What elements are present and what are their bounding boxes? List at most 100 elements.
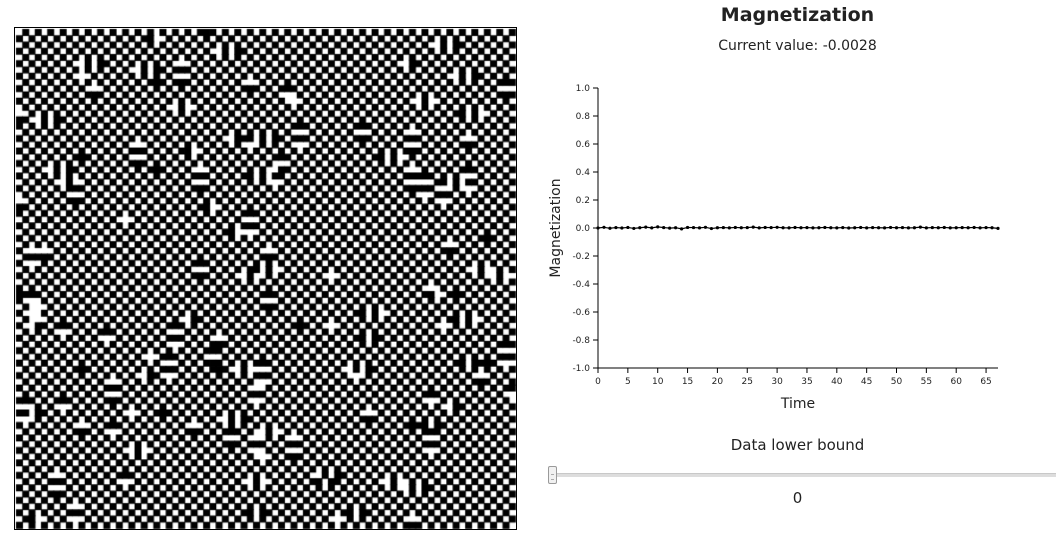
data-point [763, 225, 767, 230]
y-tick-label: 1.0 [576, 84, 591, 94]
data-point [912, 226, 917, 230]
data-point [632, 226, 636, 231]
data-point [894, 226, 899, 230]
x-tick-label: 30 [771, 377, 783, 387]
data-point [936, 226, 940, 230]
data-point [644, 225, 648, 229]
data-point [602, 225, 606, 229]
data-point [978, 226, 982, 230]
data-point [674, 226, 678, 230]
data-point [745, 225, 749, 230]
data-point [918, 225, 922, 229]
data-point [882, 226, 887, 230]
y-tick-label: 0.2 [576, 196, 590, 206]
x-tick-label: 0 [595, 377, 601, 387]
data-point [656, 225, 660, 229]
data-point [709, 226, 714, 231]
data-point [697, 226, 702, 230]
y-tick-label: -0.2 [572, 252, 590, 262]
data-point [727, 226, 731, 230]
x-tick-label: 25 [742, 377, 753, 387]
data-point [853, 226, 857, 230]
data-point [650, 226, 654, 230]
data-point [775, 225, 779, 229]
x-tick-label: 45 [861, 377, 872, 387]
current-value-label: Current value: -0.0028 [718, 38, 877, 54]
data-point [888, 225, 893, 230]
data-point [668, 226, 672, 230]
x-tick-label: 20 [712, 377, 724, 387]
data-point [691, 225, 696, 230]
y-tick-label: 0.6 [576, 140, 591, 150]
data-point [930, 225, 934, 230]
spin-lattice-canvas[interactable] [14, 27, 517, 530]
data-point [679, 227, 684, 231]
y-axis-label: Magnetization [548, 178, 564, 277]
data-point [626, 225, 630, 230]
data-point [859, 225, 863, 230]
data-point [799, 226, 803, 230]
x-tick-label: 15 [682, 377, 693, 387]
y-tick-label: 0.8 [576, 112, 591, 122]
data-point [781, 226, 785, 230]
data-point [703, 225, 708, 229]
data-point [751, 225, 755, 229]
data-point [662, 225, 666, 230]
data-point [972, 225, 976, 230]
y-tick-label: -0.4 [572, 280, 590, 290]
data-point [608, 226, 612, 230]
data-point [638, 226, 642, 230]
data-point [900, 225, 905, 230]
x-tick-label: 60 [950, 377, 962, 387]
x-tick-label: 10 [652, 377, 664, 387]
y-tick-label: 0.4 [576, 168, 591, 178]
data-point [835, 226, 839, 230]
data-point [787, 226, 791, 230]
y-tick-label: -0.6 [572, 308, 590, 318]
data-point [733, 225, 737, 230]
data-point [948, 226, 952, 230]
data-point [876, 226, 881, 230]
data-lower-bound-label: Data lower bound [730, 436, 865, 454]
x-tick-label: 50 [891, 377, 903, 387]
data-point [817, 226, 821, 230]
x-tick-label: 55 [921, 377, 932, 387]
data-point [942, 225, 946, 230]
slider-track[interactable] [548, 473, 1056, 477]
data-point [823, 225, 827, 230]
data-point [685, 225, 690, 230]
data-point [906, 226, 911, 230]
x-tick-label: 40 [831, 377, 843, 387]
data-point [614, 225, 618, 230]
y-tick-label: -0.8 [572, 336, 590, 346]
data-point [721, 225, 725, 230]
data-point [829, 226, 833, 230]
data-point [739, 226, 743, 230]
x-tick-label: 65 [980, 377, 991, 387]
data-point [847, 226, 851, 230]
data-point [960, 225, 964, 230]
magnetization-panel: Magnetization Current value: -0.0028 -1.… [540, 0, 1060, 537]
data-point [811, 226, 815, 230]
data-point [924, 226, 928, 230]
data-lower-bound-value: 0 [792, 489, 803, 507]
data-point [865, 226, 869, 230]
data-point [793, 225, 797, 230]
data-point [841, 225, 845, 230]
x-axis-label: Time [780, 396, 815, 412]
data-point [966, 226, 970, 230]
data-point [984, 225, 988, 230]
x-tick-label: 35 [801, 377, 812, 387]
data-point [954, 226, 958, 230]
y-tick-label: 0.0 [576, 224, 591, 234]
ising-lattice[interactable] [14, 27, 517, 530]
data-point [996, 226, 1000, 230]
data-point [596, 226, 600, 230]
data-point [769, 225, 773, 230]
slider-thumb[interactable] [548, 466, 557, 484]
data-point [620, 226, 624, 230]
x-tick-label: 5 [625, 377, 631, 387]
y-tick-label: -1.0 [572, 364, 590, 374]
data-lower-bound-slider[interactable] [548, 464, 1056, 488]
data-point [990, 226, 994, 230]
